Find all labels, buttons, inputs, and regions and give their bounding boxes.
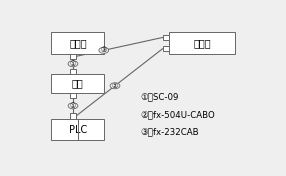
Text: ③：fx-232CAB: ③：fx-232CAB [140, 128, 198, 137]
Text: ②: ② [112, 83, 118, 89]
Bar [169, 32, 235, 54]
Text: 转换: 转换 [72, 78, 84, 89]
Bar [70, 69, 76, 74]
Text: ②：fx-504U-CABO: ②：fx-504U-CABO [140, 110, 215, 119]
Bar [70, 93, 76, 98]
Text: 计算机: 计算机 [69, 38, 87, 48]
Bar [70, 113, 76, 119]
Circle shape [110, 83, 120, 89]
Bar [51, 119, 104, 140]
Text: PLC: PLC [69, 125, 87, 134]
Text: ③: ③ [101, 47, 107, 53]
Text: ①：SC-09: ①：SC-09 [140, 93, 178, 102]
Circle shape [68, 61, 78, 67]
Bar [70, 54, 76, 59]
Bar [51, 32, 104, 54]
Text: ①: ① [70, 61, 76, 67]
Circle shape [68, 103, 78, 109]
Text: ①: ① [70, 103, 76, 109]
Bar [162, 35, 169, 40]
Bar [51, 74, 104, 93]
Text: 触摸屏: 触摸屏 [193, 38, 211, 48]
Circle shape [99, 47, 109, 53]
Bar [162, 46, 169, 51]
